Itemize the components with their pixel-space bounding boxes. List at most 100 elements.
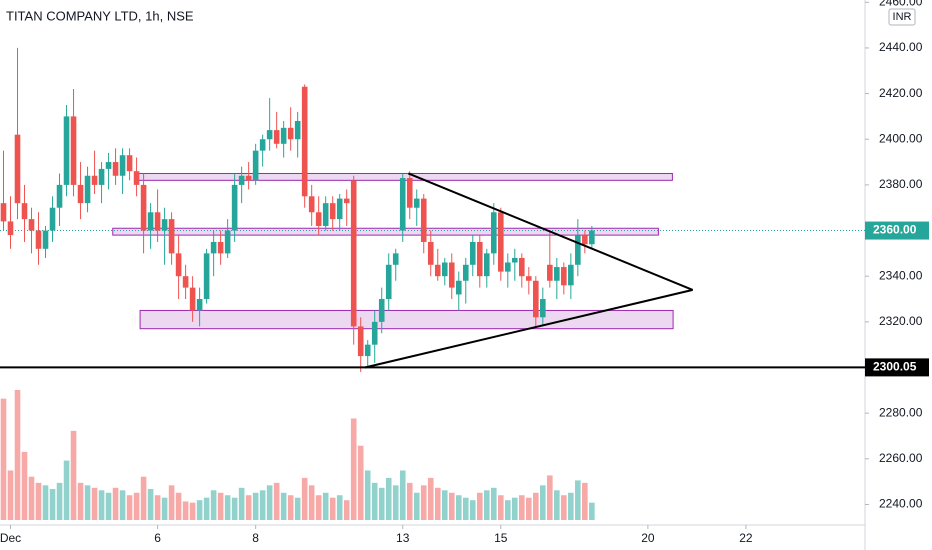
candle-body [231,184,238,231]
candle-body [119,155,126,176]
candle-body [189,287,196,311]
candle-body [568,264,574,286]
candle-body [98,168,105,185]
volume-bar [0,398,7,520]
y-tick-label: 2340.00 [879,268,923,282]
volume-bar [490,487,497,520]
volume-bar [168,485,175,520]
volume-bar [469,500,476,520]
volume-bar [147,489,154,520]
candle-body [259,139,266,151]
volume-bar [301,477,308,520]
candle-body [266,130,273,140]
volume-bar [154,495,161,520]
y-tick-label: 2440.00 [879,40,923,54]
candle-body [399,178,406,231]
candle-body [112,162,119,176]
candle-body [161,219,168,231]
triangle-line [364,288,693,369]
candle-body [294,120,301,140]
currency-box [888,8,916,26]
volume-bar [476,492,483,520]
candle-body [420,198,427,242]
candle-body [42,230,49,249]
y-tick-label: 2420.00 [879,86,923,100]
last-price-box [865,221,929,240]
candle-body [533,280,539,318]
volume-bar [21,451,28,520]
volume-bar [182,501,189,520]
candle-body [427,241,434,265]
candle-body [371,321,378,345]
volume-bar [455,495,462,520]
candle-body [28,219,35,231]
volume-bar [540,485,546,520]
volume-bar [371,482,378,520]
volume-bar [238,487,245,520]
volume-bar [133,492,140,520]
volume-bar [526,497,532,520]
volume-bar [385,477,392,520]
volume-bar [336,495,343,520]
volume-bar [56,482,63,520]
candle-body [280,127,287,144]
candle-body [35,230,42,249]
volume-bar [224,495,231,520]
candle-body [77,184,84,204]
candle-body [455,280,462,295]
candle-body [476,241,483,277]
candle-body [56,184,63,208]
volume-bar [231,497,238,520]
candle-body [322,203,329,226]
candle-body [0,203,7,222]
candle-body [483,253,490,277]
volume-bar [259,490,266,520]
candle-body [490,212,497,254]
candle-body [14,134,21,204]
y-tick-label: 2240.00 [879,497,923,511]
volume-bar [287,495,294,520]
volume-bar [554,490,560,520]
volume-bar [582,482,588,520]
volume-bar [196,500,203,520]
volume-bar [378,487,385,520]
candle-body [133,171,140,185]
volume-bar [511,497,518,520]
candle-body [210,241,217,254]
candle-body [224,230,231,254]
volume-bar [77,482,84,520]
candle-body [154,212,161,231]
volume-bar [140,476,147,520]
currency: INR [893,11,912,23]
volume-bar [589,502,595,520]
x-tick-label: 20 [641,531,655,545]
candle-body [301,86,308,197]
x-tick-label: 13 [396,531,410,545]
volume-bar [119,490,126,520]
volume-bar [448,492,455,520]
candle-body [273,130,280,144]
support-price-label: 2300.05 [873,360,917,374]
volume-bar [245,495,252,520]
candle-body [336,198,343,220]
volume-bar [7,470,14,520]
y-tick-label: 2280.00 [879,405,923,419]
volume-bar [308,485,315,520]
candle-body [357,326,364,357]
volume-bar [63,460,70,520]
volume-bar [112,487,119,520]
y-tick-label: 2400.00 [879,131,923,145]
volume-bar [329,497,336,520]
x-tick-label: 6 [154,531,161,545]
volume-bar [266,485,273,520]
candle-body [168,219,175,254]
volume-bar [575,480,581,520]
candle-body [140,184,147,231]
volume-bar [519,495,525,520]
candle-body [287,127,294,140]
volume-bar [217,492,224,520]
volume-bar [189,502,196,520]
y-tick-label: 2460.00 [879,0,923,8]
volume-bar [399,470,406,520]
